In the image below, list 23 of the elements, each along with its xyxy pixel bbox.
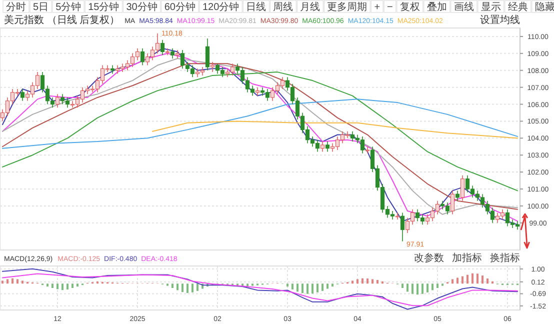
chart-title: 美元指数 （日线 后复权） <box>4 14 120 26</box>
text: 月线 <box>300 1 320 13</box>
text: 更多周期 <box>327 1 368 13</box>
text: 5日 <box>33 2 49 13</box>
text: 复权 <box>400 1 420 13</box>
text: 经典 <box>508 1 528 13</box>
text: 加指标 <box>452 252 482 264</box>
text: 分时 <box>6 1 26 13</box>
text: 日线 <box>246 1 266 13</box>
text: 60分钟 <box>164 1 196 13</box>
text: 显示 <box>480 2 501 13</box>
text: 换指标 <box>490 252 520 264</box>
text: 15分钟 <box>88 1 120 13</box>
legend-title: 设置均线 <box>480 14 520 26</box>
text: 画线 <box>454 1 474 13</box>
text: − <box>387 2 394 13</box>
text: + <box>374 2 380 13</box>
text: 周线 <box>273 1 294 13</box>
text: 5分钟 <box>56 1 82 13</box>
text: 叠加 <box>426 1 447 13</box>
text: 120分钟 <box>202 1 240 13</box>
text: 改参数 <box>414 252 444 264</box>
text: 30分钟 <box>126 1 158 13</box>
